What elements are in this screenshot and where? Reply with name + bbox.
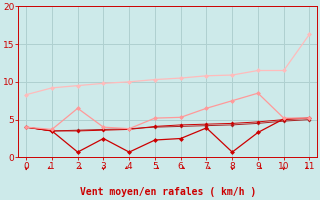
X-axis label: Vent moyen/en rafales ( km/h ): Vent moyen/en rafales ( km/h ) [80, 187, 256, 197]
